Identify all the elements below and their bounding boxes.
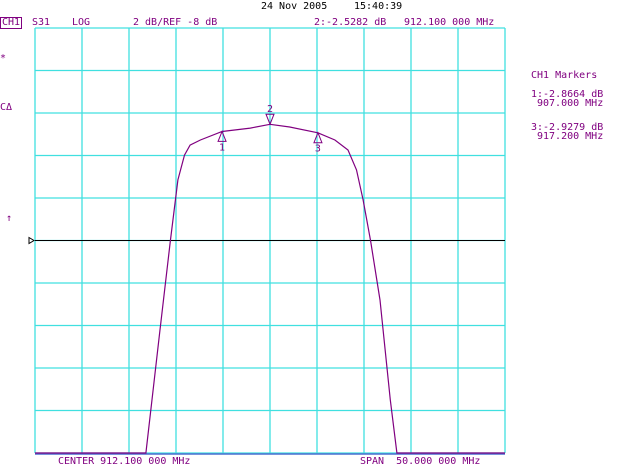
marker-up-icon [313, 131, 323, 144]
time: 15:40:39 [354, 1, 403, 12]
marker-1-freq: 907.000 MHz [537, 98, 604, 109]
marker-3-freq: 917.200 MHz [537, 131, 604, 142]
marker-1-value: 1:-2.8664 dB [531, 89, 604, 100]
format-label: LOG [72, 17, 91, 28]
marker-label: 2 [267, 104, 273, 115]
marker-down-icon [265, 113, 275, 126]
marker-panel-title: CH1 Markers [531, 70, 598, 81]
date: 24 Nov 2005 [261, 1, 328, 12]
scale-ref-label: 2 dB/REF -8 dB [133, 17, 218, 28]
span-frequency: SPAN 50.000 000 MHz [360, 456, 481, 467]
channel-label[interactable]: CH1 [0, 17, 23, 29]
marker-label: 3 [315, 144, 321, 155]
marker-label: 1 [219, 142, 225, 153]
active-marker-value: 2:-2.5282 dB [314, 17, 387, 28]
marker-up-icon [217, 130, 227, 142]
star-annotation: * [0, 53, 7, 64]
cdelta-annotation: CΔ [0, 102, 13, 113]
parameter-label: S31 [32, 17, 51, 28]
center-frequency: CENTER 912.100 000 MHz [58, 456, 191, 467]
trace-line [35, 123, 505, 454]
arrow-up-icon: ↑ [6, 213, 13, 224]
active-marker-freq: 912.100 000 MHz [404, 17, 495, 28]
reference-pointer-icon [28, 236, 35, 245]
marker-3-value: 3:-2.9279 dB [531, 122, 604, 133]
